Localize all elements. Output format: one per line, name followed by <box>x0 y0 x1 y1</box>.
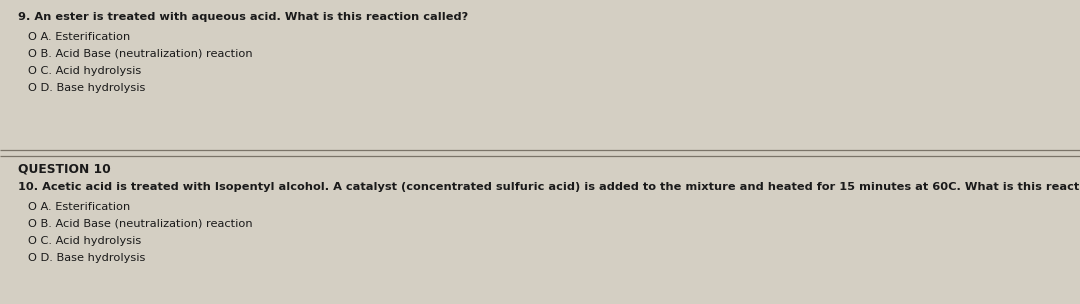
Text: O D. Base hydrolysis: O D. Base hydrolysis <box>28 253 146 263</box>
Text: 9. An ester is treated with aqueous acid. What is this reaction called?: 9. An ester is treated with aqueous acid… <box>18 12 468 22</box>
Text: QUESTION 10: QUESTION 10 <box>18 163 111 176</box>
Text: O B. Acid Base (neutralization) reaction: O B. Acid Base (neutralization) reaction <box>28 219 253 229</box>
Text: O C. Acid hydrolysis: O C. Acid hydrolysis <box>28 236 141 246</box>
Text: O A. Esterification: O A. Esterification <box>28 202 131 212</box>
Text: O C. Acid hydrolysis: O C. Acid hydrolysis <box>28 66 141 76</box>
Text: O A. Esterification: O A. Esterification <box>28 32 131 42</box>
Text: O D. Base hydrolysis: O D. Base hydrolysis <box>28 83 146 93</box>
Text: 10. Acetic acid is treated with Isopentyl alcohol. A catalyst (concentrated sulf: 10. Acetic acid is treated with Isopenty… <box>18 182 1080 192</box>
Text: O B. Acid Base (neutralization) reaction: O B. Acid Base (neutralization) reaction <box>28 49 253 59</box>
